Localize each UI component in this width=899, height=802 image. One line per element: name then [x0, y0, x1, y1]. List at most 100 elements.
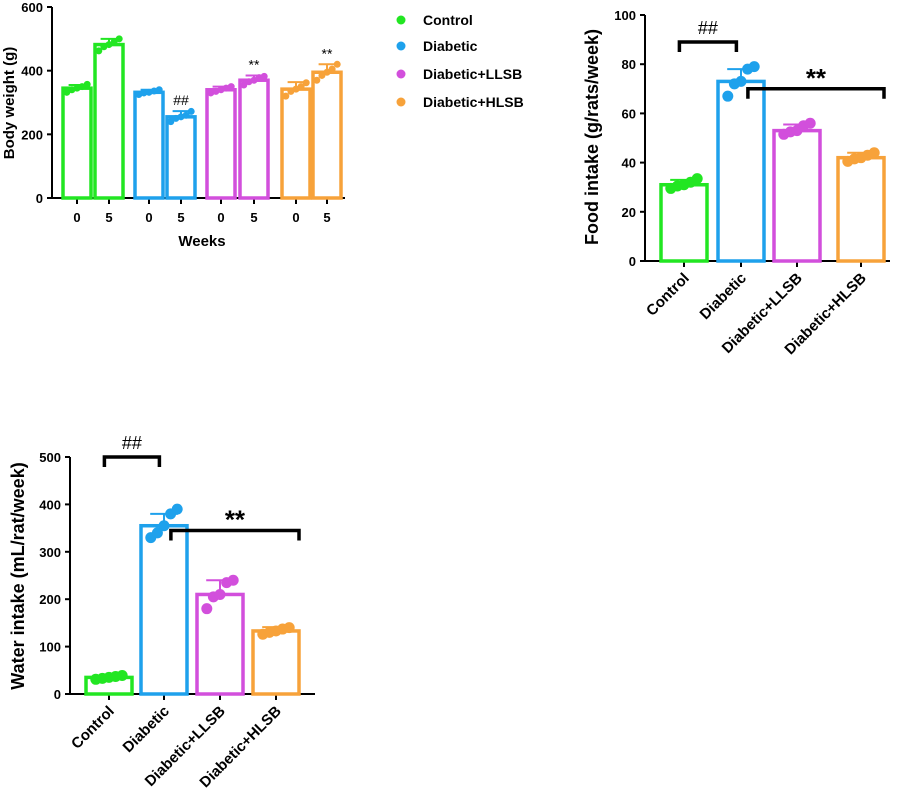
- y-tick-label: 0: [54, 687, 61, 702]
- legend-label: Diabetic+HLSB: [423, 94, 524, 110]
- data-point: [282, 92, 290, 100]
- significance-label: **: [806, 63, 827, 93]
- legend-label: Diabetic: [423, 38, 478, 54]
- x-tick-label: 5: [323, 210, 330, 225]
- bar: [311, 70, 343, 200]
- data-point: [240, 81, 248, 89]
- legend-marker: [396, 97, 406, 107]
- water-intake-marks: ## **: [84, 433, 301, 696]
- significance-annotation: **: [322, 45, 333, 61]
- x-tick-label: Control: [68, 703, 118, 753]
- significance-annotation: ##: [173, 92, 189, 108]
- bar: [659, 182, 709, 263]
- data-point: [115, 35, 123, 43]
- data-point: [302, 79, 310, 87]
- data-point: [171, 503, 183, 515]
- food-intake-ylabel: Food intake (g/rats/week): [582, 29, 602, 245]
- data-point: [722, 90, 734, 102]
- y-tick-label: 200: [21, 127, 43, 142]
- body-weight-xlabel: Weeks: [178, 233, 225, 250]
- food-intake-marks: ## **: [659, 18, 886, 263]
- data-point: [323, 68, 331, 76]
- data-point: [260, 72, 268, 80]
- body-weight-axes: 0 200 400 600 0 5 0 5 0 5 0 5: [21, 0, 345, 225]
- x-tick-label: Diabetic: [120, 703, 173, 756]
- x-tick-label: Diabetic: [697, 270, 750, 323]
- body-weight-ylabel: Body weight (g): [1, 47, 18, 160]
- x-tick-label: 0: [292, 210, 299, 225]
- data-point: [804, 117, 816, 129]
- data-point: [116, 670, 128, 682]
- bar: [280, 87, 312, 200]
- legend-marker: [396, 15, 406, 25]
- y-tick-label: 300: [39, 545, 61, 560]
- x-tick-label: 5: [250, 210, 257, 225]
- y-tick-label: 40: [622, 156, 636, 171]
- data-point: [227, 574, 239, 586]
- bar: [251, 629, 301, 696]
- data-point: [735, 75, 747, 87]
- data-point: [227, 83, 235, 91]
- bar: [205, 88, 237, 200]
- data-point: [868, 147, 880, 159]
- data-point: [83, 80, 91, 88]
- y-tick-label: 400: [39, 497, 61, 512]
- y-tick-label: 0: [36, 191, 43, 206]
- x-tick-label: 5: [105, 210, 112, 225]
- data-point: [748, 61, 760, 73]
- x-tick-label: Control: [643, 270, 693, 320]
- legend-marker: [396, 41, 406, 51]
- significance-label: ##: [122, 433, 142, 453]
- y-tick-label: 0: [629, 254, 636, 269]
- body-weight-marks: ## ** **: [61, 35, 343, 200]
- x-tick-label: 0: [217, 210, 224, 225]
- data-point: [140, 89, 148, 97]
- significance-bracket: [102, 455, 162, 467]
- data-point: [155, 86, 163, 94]
- significance-bracket: [746, 87, 886, 99]
- y-tick-label: 500: [39, 450, 61, 465]
- y-tick-label: 400: [21, 64, 43, 79]
- data-point: [297, 83, 305, 91]
- bar: [772, 128, 822, 263]
- data-point: [110, 38, 118, 46]
- data-point: [151, 527, 163, 539]
- y-tick-label: 20: [622, 205, 636, 220]
- significance-label: **: [225, 504, 246, 534]
- data-point: [214, 588, 226, 600]
- data-point: [328, 65, 336, 73]
- data-point: [333, 60, 341, 68]
- significance-annotation: **: [249, 56, 260, 72]
- y-tick-label: 60: [622, 106, 636, 121]
- bar: [238, 78, 270, 200]
- data-point: [318, 71, 326, 79]
- body-weight-chart: 0 200 400 600 0 5 0 5 0 5 0 5 ## ** ** Body weight (g…: [1, 0, 345, 250]
- data-point: [167, 118, 175, 126]
- x-tick-label: 0: [73, 210, 80, 225]
- data-point: [691, 173, 703, 185]
- significance-bracket: [169, 528, 301, 541]
- data-point: [187, 107, 195, 115]
- y-tick-label: 80: [622, 57, 636, 72]
- data-point: [283, 622, 295, 634]
- bar: [133, 90, 165, 200]
- y-tick-label: 200: [39, 592, 61, 607]
- x-tick-label: 5: [177, 210, 184, 225]
- data-point: [313, 76, 321, 84]
- bar: [716, 79, 766, 263]
- bar: [93, 42, 125, 200]
- bar: [61, 86, 93, 200]
- legend-label: Control: [423, 12, 473, 28]
- data-point: [95, 47, 103, 55]
- bar: [165, 115, 197, 200]
- x-tick-label: 0: [145, 210, 152, 225]
- significance-label: ##: [698, 18, 718, 38]
- significance-bracket: [677, 40, 739, 53]
- y-tick-label: 100: [614, 8, 636, 23]
- legend: Control Diabetic Diabetic+LLSB Diabetic+HLS…: [396, 12, 524, 110]
